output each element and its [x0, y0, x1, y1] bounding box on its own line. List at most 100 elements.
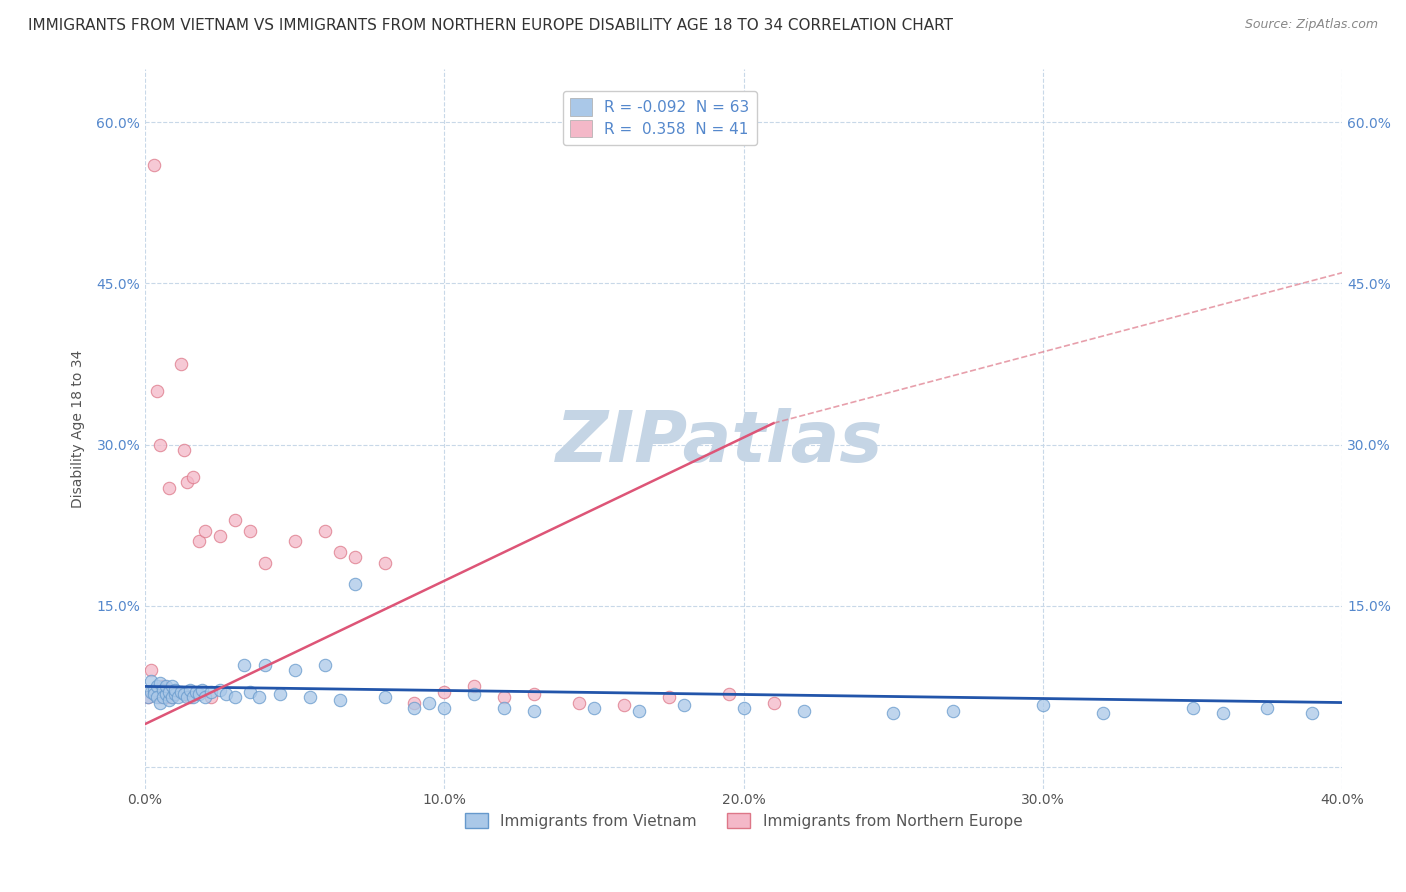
Point	[188, 534, 211, 549]
Point	[239, 685, 262, 699]
Point	[157, 481, 180, 495]
Point	[149, 696, 172, 710]
Point	[143, 682, 166, 697]
Point	[146, 690, 169, 705]
Point	[298, 690, 321, 705]
Point	[208, 529, 231, 543]
Point	[136, 690, 159, 705]
Point	[284, 534, 307, 549]
Point	[314, 657, 336, 672]
Point	[1091, 706, 1114, 721]
Point	[373, 690, 395, 705]
Point	[232, 657, 254, 672]
Point	[194, 690, 217, 705]
Point	[882, 706, 904, 721]
Point	[215, 687, 238, 701]
Text: ZIPatlas: ZIPatlas	[555, 409, 883, 477]
Point	[247, 690, 270, 705]
Point	[160, 680, 183, 694]
Point	[717, 687, 740, 701]
Point	[1032, 698, 1054, 712]
Point	[314, 524, 336, 538]
Point	[433, 685, 456, 699]
Point	[191, 682, 214, 697]
Point	[143, 687, 166, 701]
Point	[176, 690, 198, 705]
Point	[200, 690, 222, 705]
Point	[163, 687, 186, 701]
Point	[373, 556, 395, 570]
Point	[152, 690, 174, 705]
Point	[494, 690, 516, 705]
Point	[173, 687, 195, 701]
Point	[1301, 706, 1323, 721]
Point	[582, 701, 605, 715]
Text: Source: ZipAtlas.com: Source: ZipAtlas.com	[1244, 18, 1378, 31]
Point	[157, 682, 180, 697]
Point	[253, 657, 276, 672]
Point	[613, 698, 636, 712]
Point	[146, 384, 169, 398]
Point	[181, 690, 204, 705]
Point	[672, 698, 695, 712]
Point	[1181, 701, 1204, 715]
Point	[188, 687, 211, 701]
Point	[494, 701, 516, 715]
Point	[208, 682, 231, 697]
Point	[404, 696, 426, 710]
Point	[160, 690, 183, 705]
Point	[733, 701, 755, 715]
Point	[343, 550, 366, 565]
Point	[793, 704, 815, 718]
Point	[139, 663, 162, 677]
Point	[523, 687, 546, 701]
Point	[463, 680, 485, 694]
Point	[184, 685, 207, 699]
Point	[239, 524, 262, 538]
Point	[157, 693, 180, 707]
Point	[136, 690, 159, 705]
Point	[269, 687, 291, 701]
Point	[181, 470, 204, 484]
Point	[149, 437, 172, 451]
Point	[157, 685, 180, 699]
Point	[163, 682, 186, 697]
Point	[173, 443, 195, 458]
Point	[253, 556, 276, 570]
Point	[170, 357, 193, 371]
Point	[418, 696, 440, 710]
Point	[1256, 701, 1278, 715]
Point	[152, 682, 174, 697]
Point	[762, 696, 785, 710]
Point	[194, 524, 217, 538]
Point	[139, 674, 162, 689]
Point	[176, 475, 198, 490]
Point	[523, 704, 546, 718]
Point	[404, 701, 426, 715]
Point	[146, 680, 169, 694]
Point	[224, 690, 246, 705]
Point	[160, 690, 183, 705]
Point	[149, 676, 172, 690]
Point	[170, 685, 193, 699]
Point	[155, 680, 177, 694]
Point	[179, 682, 201, 697]
Point	[463, 687, 485, 701]
Point	[343, 577, 366, 591]
Point	[167, 690, 190, 705]
Y-axis label: Disability Age 18 to 34: Disability Age 18 to 34	[72, 350, 86, 508]
Point	[329, 693, 352, 707]
Point	[329, 545, 352, 559]
Point	[1212, 706, 1234, 721]
Point	[163, 685, 186, 699]
Point	[152, 680, 174, 694]
Point	[179, 690, 201, 705]
Point	[143, 687, 166, 701]
Point	[224, 513, 246, 527]
Point	[942, 704, 965, 718]
Point	[152, 687, 174, 701]
Point	[155, 687, 177, 701]
Point	[149, 690, 172, 705]
Legend: Immigrants from Vietnam, Immigrants from Northern Europe: Immigrants from Vietnam, Immigrants from…	[458, 806, 1028, 835]
Point	[155, 690, 177, 705]
